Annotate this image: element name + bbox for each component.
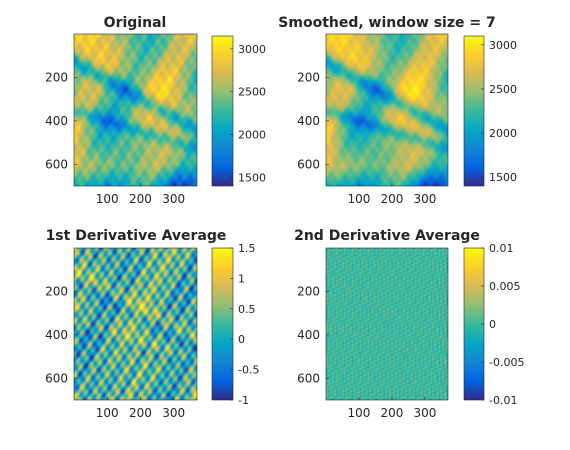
heatmap-raster [74,248,197,400]
colorbar-tick-label: 2500 [489,83,517,96]
x-tick-label: 200 [129,406,152,420]
colorbar-tick-label: 1.5 [238,242,256,255]
colorbar-gradient [212,248,233,400]
x-tick-label: 200 [129,192,152,206]
panel-second-derivative: 2nd Derivative Average 100 200 300 200 400 60… [294,228,524,420]
heatmap-image [326,34,448,186]
colorbar-tick-label: 0.5 [238,303,256,316]
colorbar-frame [211,35,234,187]
colorbar-tick-label: -1 [238,394,249,407]
panel-title: Original [104,15,167,31]
x-tick-label: 300 [162,192,185,206]
colorbar-tick-label: 2000 [238,129,266,142]
x-tick-label: 200 [380,192,403,206]
colorbar-tick-label: 3000 [238,43,266,56]
colorbar-gradient [464,36,484,186]
heatmap-image [326,248,448,400]
panel-title: 2nd Derivative Average [294,228,480,244]
colorbar-gradient [464,248,484,400]
colorbar-tick-label: 3000 [489,39,517,52]
y-tick-label: 200 [45,284,68,298]
colorbar-tick-label: -0.5 [238,364,259,377]
plot-frame [73,247,198,401]
colorbar: 1.5 1 0.5 0 -0.5 -1 [211,242,259,407]
panel-title: Smoothed, window size = 7 [278,15,495,31]
y-tick-label: 200 [45,70,68,84]
plot-frame [325,247,449,401]
colorbar-tick-label: 0.01 [489,242,514,255]
y-tick-label: 600 [297,157,320,171]
plot-frame [325,33,449,187]
heatmap-image [74,248,197,400]
colorbar-tick-label: -0.01 [489,394,517,407]
heatmap-raster [326,248,448,400]
panel-smoothed: Smoothed, window size = 7 100 200 300 200 40… [278,15,517,206]
heatmap-axes: 100 200 300 200 400 600 [45,33,198,206]
x-tick-label: 300 [413,192,436,206]
heatmap-axes: 100 200 300 200 400 600 [45,247,198,420]
heatmap-image [74,34,197,186]
panel-first-derivative: 1st Derivative Average 100 200 300 200 400 60… [45,228,259,420]
colorbar-gradient [212,36,233,186]
y-tick-label: 200 [297,70,320,84]
y-tick-label: 600 [297,371,320,385]
x-tick-label: 100 [348,192,371,206]
x-tick-label: 100 [96,192,119,206]
x-tick-label: 300 [413,406,436,420]
colorbar-frame [463,35,485,187]
y-tick-label: 600 [45,157,68,171]
colorbar-tick-label: 1500 [238,171,266,184]
colorbar-tick-label: 0 [238,333,245,346]
y-tick-label: 400 [297,328,320,342]
colorbar: 3000 2500 2000 1500 [463,35,517,187]
heatmap-axes: 100 200 300 200 400 600 [297,247,449,420]
panel-original: Original 100 200 300 200 400 600 3000 2500 2000… [45,15,266,206]
x-tick-label: 100 [348,406,371,420]
colorbar: 0.01 0.005 0 -0.005 -0.01 [463,242,524,407]
colorbar-tick-label: -0.005 [489,356,524,369]
heatmap-axes: 100 200 300 200 400 600 [297,33,449,206]
panel-title: 1st Derivative Average [46,228,227,244]
x-tick-label: 300 [162,406,185,420]
y-tick-label: 400 [297,114,320,128]
colorbar-tick-label: 2500 [238,86,266,99]
colorbar-tick-label: 0.005 [489,280,521,293]
y-tick-label: 600 [45,371,68,385]
colorbar-tick-label: 2000 [489,127,517,140]
heatmap-raster [74,34,197,186]
colorbar-tick-label: 1500 [489,171,517,184]
colorbar-tick-label: 1 [238,272,245,285]
colorbar-frame [211,247,234,401]
heatmap-raster [326,34,448,186]
y-tick-label: 400 [45,328,68,342]
colorbar: 3000 2500 2000 1500 [211,35,266,187]
plot-frame [73,33,198,187]
x-tick-label: 200 [380,406,403,420]
y-tick-label: 400 [45,114,68,128]
colorbar-tick-label: 0 [489,318,496,331]
x-tick-label: 100 [96,406,119,420]
y-tick-label: 200 [297,284,320,298]
